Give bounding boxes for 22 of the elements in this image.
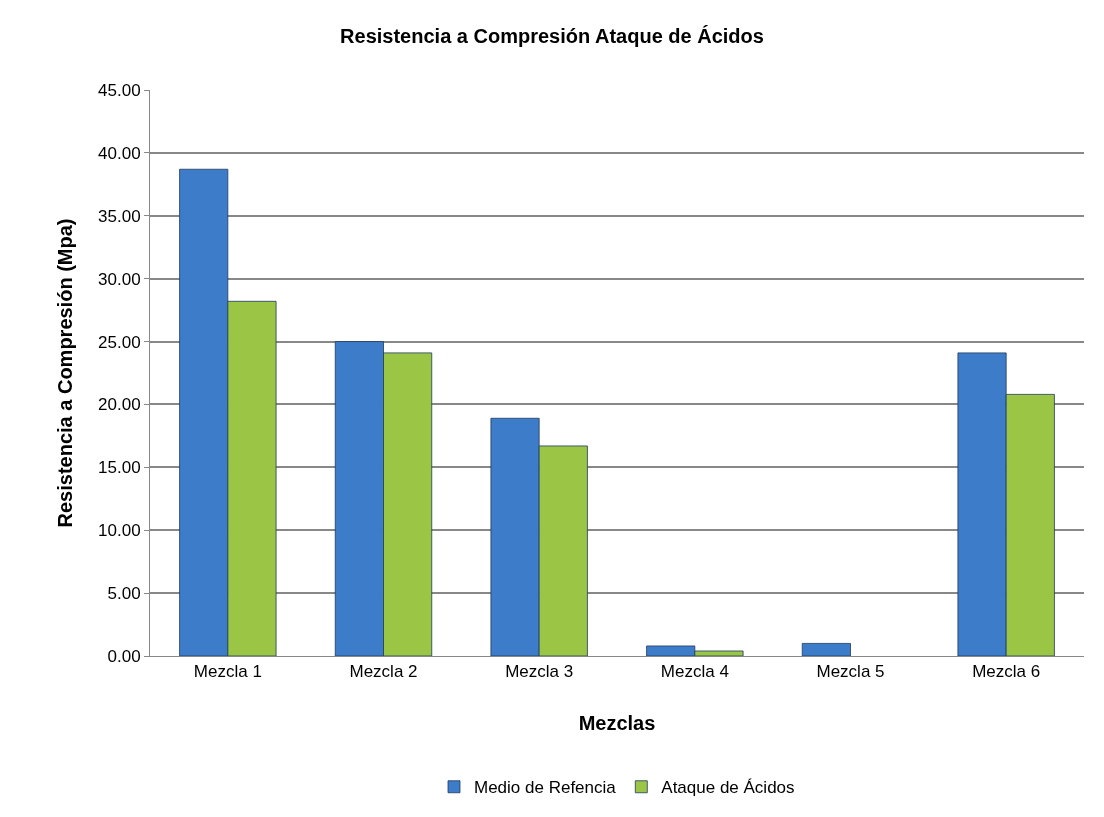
chart-title: Resistencia a Compresión Ataque de Ácidos xyxy=(340,24,764,47)
bar xyxy=(801,643,851,656)
legend-label: Ataque de Ácidos xyxy=(661,778,795,798)
x-tick-label: Mezcla 3 xyxy=(505,662,574,682)
y-tick-label: 0.00 xyxy=(107,646,141,666)
y-tick-label: 40.00 xyxy=(98,143,141,163)
x-tick-label: Mezcla 1 xyxy=(193,662,262,682)
legend-label: Medio de Refencia xyxy=(474,778,617,798)
y-tick-label: 35.00 xyxy=(98,206,141,226)
x-tick-label: Mezcla 2 xyxy=(349,662,418,682)
y-tick-label: 15.00 xyxy=(98,458,141,478)
y-tick-label: 45.00 xyxy=(98,80,141,100)
x-tick-label: Mezcla 5 xyxy=(816,662,885,682)
y-tick-label: 25.00 xyxy=(98,332,141,352)
y-tick-label: 20.00 xyxy=(98,395,141,415)
y-tick-label: 10.00 xyxy=(98,521,141,541)
x-tick-label: Mezcla 6 xyxy=(972,662,1041,682)
y-tick-label: 30.00 xyxy=(98,269,141,289)
y-tick-label: 5.00 xyxy=(107,584,141,604)
x-tick-label: Mezcla 4 xyxy=(660,662,729,682)
x-axis-title: Mezclas xyxy=(578,711,656,734)
y-axis-title: Resistencia a Compresión (Mpa) xyxy=(53,218,76,528)
